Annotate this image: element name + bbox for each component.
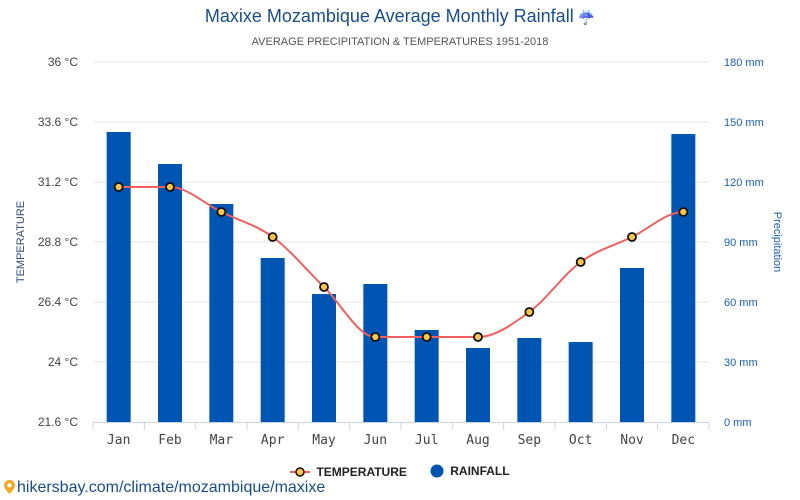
x-tick-label: Sep xyxy=(518,433,542,448)
chart-title-text: Maxixe Mozambique Average Monthly Rainfa… xyxy=(204,6,574,26)
rainfall-bar xyxy=(466,348,490,422)
x-tick-label: Jun xyxy=(364,433,387,448)
temperature-marker xyxy=(216,207,227,217)
x-tick-label: Nov xyxy=(620,433,644,448)
legend-rainfall-label: RAINFALL xyxy=(450,464,510,478)
left-tick-label: 31.2 °C xyxy=(38,175,78,189)
right-tick-label: 120 mm xyxy=(724,177,764,189)
left-tick-label: 24 °C xyxy=(48,355,78,369)
source-link[interactable]: hikersbay.com/climate/mozambique/maxixe xyxy=(4,479,325,497)
temperature-marker xyxy=(627,232,637,242)
x-axis: Jan Feb Mar Apr May Jun Jul Aug Sep Oct Nov Dec xyxy=(92,422,710,448)
right-tick-label: 90 mm xyxy=(724,237,758,249)
rainfall-bar xyxy=(620,268,644,422)
x-tick-label: Feb xyxy=(158,433,182,448)
temperature-marker xyxy=(678,207,689,217)
left-tick-label: 21.6 °C xyxy=(38,415,78,429)
right-tick-label: 150 mm xyxy=(724,117,764,129)
temperature-line xyxy=(118,186,684,339)
chart-subtitle: AVERAGE PRECIPITATION & TEMPERATURES 195… xyxy=(251,36,549,48)
rainfall-bar xyxy=(158,164,182,422)
rainfall-bars xyxy=(106,132,696,422)
right-tick-label: 180 mm xyxy=(724,57,764,69)
temperature-marker xyxy=(165,182,175,192)
right-axis-title: Precipitation xyxy=(771,212,783,273)
chart-title: Maxixe Mozambique Average Monthly Rainfa… xyxy=(0,6,800,27)
rainfall-bar xyxy=(106,132,131,422)
left-axis-ticks: 21.6 °C 24 °C 26.4 °C 28.8 °C 31.2 °C 33.6 °C… xyxy=(38,55,78,429)
legend-item-temperature[interactable]: TEMPERATURE xyxy=(290,465,407,479)
legend-item-rainfall[interactable]: RAINFALL xyxy=(430,464,510,478)
left-tick-label: 28.8 °C xyxy=(38,235,78,249)
left-tick-label: 33.6 °C xyxy=(38,115,78,129)
temperature-line-path xyxy=(118,186,684,339)
x-tick-label: Dec xyxy=(672,433,695,448)
left-axis-title: TEMPERATURE xyxy=(15,201,27,283)
x-tick-label: Oct xyxy=(569,433,592,448)
temperature-marker xyxy=(267,232,278,242)
temperature-marker xyxy=(524,307,535,317)
rainfall-bar xyxy=(260,258,285,422)
right-tick-label: 0 mm xyxy=(724,417,752,429)
right-tick-label: 30 mm xyxy=(724,357,758,369)
x-tick-label: Aug xyxy=(466,433,489,448)
map-pin-icon xyxy=(4,479,15,497)
left-tick-label: 26.4 °C xyxy=(38,295,78,309)
rainfall-legend-icon xyxy=(430,464,444,478)
gridlines xyxy=(93,61,709,363)
x-tick-label: Jan xyxy=(107,433,130,448)
x-tick-label: May xyxy=(312,433,336,448)
rainfall-bar xyxy=(671,134,696,422)
temperature-marker xyxy=(113,182,124,192)
temperature-marker xyxy=(319,282,329,292)
x-tick-label: Jul xyxy=(415,433,438,448)
legend: TEMPERATURE RAINFALL xyxy=(0,464,800,481)
rainfall-bar xyxy=(568,342,593,422)
rainfall-bar xyxy=(209,204,234,422)
left-tick-label: 36 °C xyxy=(48,55,78,69)
temperature-marker xyxy=(575,257,586,267)
temperature-legend-icon xyxy=(290,467,311,477)
temperature-marker xyxy=(370,332,381,342)
temperature-marker xyxy=(473,332,483,342)
temperature-marker xyxy=(421,332,432,342)
rainfall-bar xyxy=(414,330,439,422)
umbrella-rain-icon: ☔ xyxy=(577,9,596,25)
rainfall-bar xyxy=(363,284,388,422)
rainfall-bar xyxy=(312,294,336,422)
rainfall-bar xyxy=(517,338,542,422)
x-tick-label: Apr xyxy=(261,433,285,448)
right-tick-label: 60 mm xyxy=(724,297,758,309)
right-axis-ticks: 0 mm 30 mm 60 mm 90 mm 120 mm 150 mm 180 mm xyxy=(724,57,764,429)
temperature-markers xyxy=(113,182,689,342)
x-tick-label: Mar xyxy=(210,433,234,448)
source-url[interactable]: hikersbay.com/climate/mozambique/maxixe xyxy=(17,479,326,496)
legend-temperature-label: TEMPERATURE xyxy=(316,465,407,479)
